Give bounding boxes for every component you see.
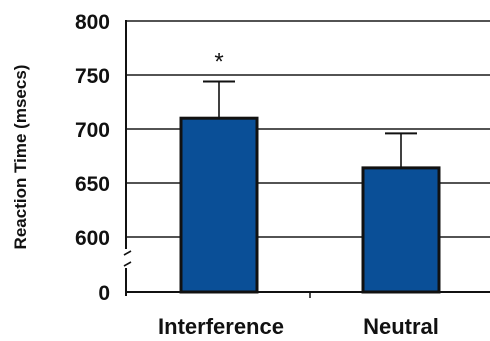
y-axis-label: Reaction Time (msecs)	[11, 65, 30, 250]
bar-interference	[179, 116, 259, 294]
category-label-interference: Interference	[158, 314, 284, 339]
y-tick-label-700: 700	[75, 119, 110, 142]
y-tick-label-800: 800	[75, 11, 110, 34]
y-tick-label-750: 750	[75, 65, 110, 88]
axis-break-mark-lower	[123, 261, 132, 267]
y-tick-label-0: 0	[98, 282, 110, 305]
y-tick-label-600: 600	[75, 227, 110, 250]
bar-neutral	[361, 166, 441, 294]
significance-marker: *	[214, 48, 223, 75]
axis-break-mark-upper	[123, 250, 132, 256]
y-tick-label-650: 650	[75, 173, 110, 196]
category-label-neutral: Neutral	[363, 314, 439, 339]
